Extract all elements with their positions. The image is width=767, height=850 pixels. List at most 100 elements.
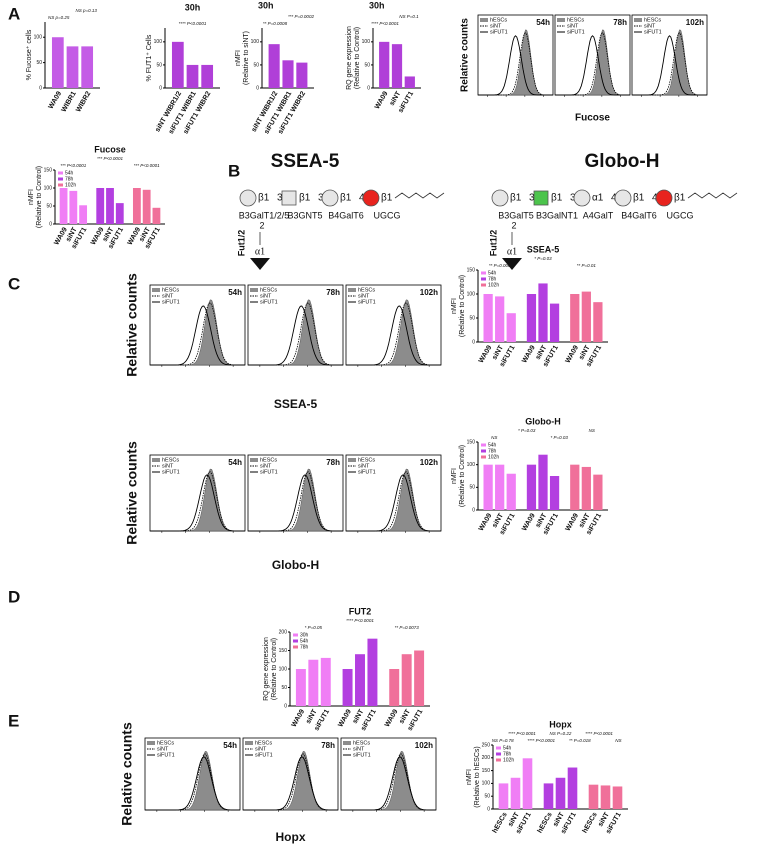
timepoint-label: 54h xyxy=(228,288,242,297)
bar xyxy=(495,296,505,342)
legend-label: hESCs xyxy=(358,457,375,463)
y-tick-label: 0 xyxy=(39,85,42,91)
legend-label: 54h xyxy=(503,745,512,751)
chart-title: SSEA-5 xyxy=(527,244,560,254)
histogram-hescs xyxy=(346,468,441,532)
y-tick-label: 100 xyxy=(279,666,288,672)
legend-label: siNT xyxy=(490,23,502,29)
legend-label: 54h xyxy=(488,442,497,448)
legend-label: 30h xyxy=(300,632,309,638)
x-tick-label: WA09 xyxy=(565,512,581,532)
legend-swatch xyxy=(481,283,486,287)
histogram-sifut1 xyxy=(248,305,343,366)
y-tick-label: 100 xyxy=(44,185,53,191)
legend-label: hESCs xyxy=(353,740,370,746)
y-axis-label: Relative counts xyxy=(119,722,135,826)
bar xyxy=(567,767,578,809)
linkage: β1 xyxy=(258,193,270,204)
y-tick-label: 0 xyxy=(487,806,490,812)
linkage-position: 2 xyxy=(511,220,516,230)
timepoint-label: 54h xyxy=(536,18,550,27)
annotation: NS P=0.78 xyxy=(492,738,514,743)
annotation: **** P<0.0001 xyxy=(508,731,536,736)
legend-label: hESCs xyxy=(260,457,277,463)
annotation: ** P=0.0073 xyxy=(395,625,420,630)
chart-title: FUT2 xyxy=(349,606,372,616)
legend-swatch xyxy=(634,18,642,22)
bar xyxy=(581,291,591,342)
bar xyxy=(612,786,623,809)
y-tick-label: 100 xyxy=(467,291,476,297)
lipid-tail xyxy=(687,192,738,199)
legend-label: siFUT1 xyxy=(157,752,175,758)
bar xyxy=(401,654,412,706)
enzyme: B3GNT5 xyxy=(287,210,322,220)
legend-label: siFUT1 xyxy=(260,469,278,475)
histogram-hescs xyxy=(150,468,245,532)
histogram-sifut1 xyxy=(555,35,630,96)
bar xyxy=(79,205,88,224)
linkage: β1 xyxy=(551,193,563,204)
legend-swatch xyxy=(250,458,258,462)
bar xyxy=(171,41,184,88)
histogram-hescs xyxy=(248,468,343,532)
x-axis-label: SSEA-5 xyxy=(274,397,318,411)
annotation: NS P=0.22 xyxy=(550,731,572,736)
histogram-hescs xyxy=(248,299,343,366)
legend-label: siNT xyxy=(157,746,169,752)
timepoint-label: 102h xyxy=(415,741,433,750)
annotation: *** P=0.0002 xyxy=(288,14,314,19)
legend-label: siNT xyxy=(644,23,656,29)
legend-label: 54h xyxy=(65,170,74,176)
x-axis-label: Fucose xyxy=(575,113,610,124)
annotation: NS P=0.1 xyxy=(399,14,419,19)
bar xyxy=(379,41,390,88)
fucose-triangle xyxy=(250,258,270,270)
bar xyxy=(510,777,521,809)
legend-label: hESCs xyxy=(157,740,174,746)
y-tick-label: 50 xyxy=(253,62,259,68)
bar xyxy=(593,302,603,342)
legend-swatch xyxy=(58,183,63,187)
y-axis-label: (Relative to Control) xyxy=(459,445,466,507)
enzyme: Fut1/2 xyxy=(488,230,498,257)
legend-label: siFUT1 xyxy=(358,469,376,475)
bar xyxy=(96,188,105,224)
fucose-triangle xyxy=(502,258,522,270)
bar xyxy=(142,189,151,224)
legend-label: hESCs xyxy=(260,287,277,293)
bar xyxy=(483,464,493,510)
y-tick-label: 100 xyxy=(251,39,260,45)
histogram-sifut1 xyxy=(248,474,343,532)
x-axis-label: Hopx xyxy=(276,830,306,844)
bar xyxy=(570,294,580,342)
histogram-hescs xyxy=(145,751,240,811)
y-tick-label: 150 xyxy=(279,648,288,654)
linkage-position: 4 xyxy=(359,193,365,204)
x-tick-label: WA09 xyxy=(291,708,307,728)
bar xyxy=(132,188,141,224)
legend-label: hESCs xyxy=(358,287,375,293)
linkage-position: 3 xyxy=(570,193,576,204)
bar xyxy=(268,44,280,88)
annotation: **** P<0.0001 xyxy=(585,731,613,736)
legend-label: siNT xyxy=(162,463,174,469)
y-tick-label: 0 xyxy=(284,703,287,709)
chart-title: Fucose xyxy=(94,144,126,154)
y-axis-label: Relative counts xyxy=(460,18,471,92)
enzyme: B3GalNT1 xyxy=(536,210,578,220)
annotation: * P=0.03 xyxy=(534,256,552,261)
histogram-hescs xyxy=(346,299,441,366)
timepoint-label: 78h xyxy=(321,741,335,750)
linkage-position: 4 xyxy=(611,193,617,204)
lipid-tail xyxy=(394,192,445,199)
annotation: **** P<0.0001 xyxy=(346,618,374,623)
legend-label: siFUT1 xyxy=(567,29,585,35)
legend-swatch xyxy=(245,741,253,745)
legend-label: 54h xyxy=(300,638,309,644)
legend-label: 78h xyxy=(300,644,309,650)
annotation: ** P=0.008 xyxy=(489,263,511,268)
legend-label: siFUT1 xyxy=(255,752,273,758)
linkage-position: 2 xyxy=(259,220,264,230)
annotation: NS xyxy=(491,435,497,440)
